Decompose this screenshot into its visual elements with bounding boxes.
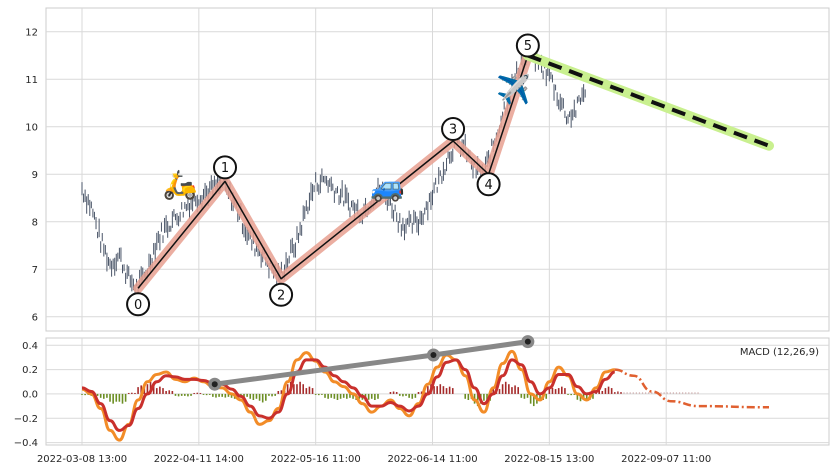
wave-point-3: 3 <box>441 117 466 141</box>
scooter-icon: 🛵 <box>163 168 198 201</box>
wave-line <box>137 55 529 289</box>
wave-label: 4 <box>484 178 492 193</box>
price-y-tick-label: 7 <box>32 265 38 276</box>
wave-label: 3 <box>449 123 457 138</box>
macd-y-tick-label: −0.2 <box>14 414 38 425</box>
wave-label: 0 <box>134 298 142 313</box>
wave-label: 5 <box>524 39 532 54</box>
x-tick-label: 2022-05-16 11:00 <box>271 454 361 465</box>
macd-y-tick-label: 0.2 <box>22 365 38 376</box>
price-y-tick-label: 11 <box>25 75 38 86</box>
divergence-point-center <box>211 381 218 388</box>
divergence-point-center <box>430 352 437 359</box>
wave-marker <box>126 292 151 317</box>
wave-marker <box>515 33 540 58</box>
wave-point-0: 0 <box>126 292 151 317</box>
wave-point-5: 5 <box>515 33 540 58</box>
price-y-tick-label: 9 <box>32 170 38 181</box>
x-tick-label: 2022-06-14 11:00 <box>387 454 477 465</box>
x-tick-label: 2022-08-15 13:00 <box>504 454 594 465</box>
macd-y-tick-label: 0.4 <box>22 341 38 352</box>
x-tick-label: 2022-03-08 13:00 <box>37 454 127 465</box>
macd-projection <box>614 368 770 409</box>
x-tick-label: 2022-04-11 14:00 <box>154 454 244 465</box>
price-y-tick-label: 6 <box>32 312 38 323</box>
wave-marker <box>441 117 466 141</box>
macd-y-tick-label: 0.0 <box>22 389 38 400</box>
airplane-icon: ✈️ <box>496 72 531 106</box>
macd-y-tick-label: −0.4 <box>14 438 38 449</box>
wave-point-1: 1 <box>213 155 238 180</box>
price-y-tick-label: 10 <box>25 122 38 133</box>
price-y-tick-label: 12 <box>25 27 38 38</box>
wave-marker <box>213 155 238 180</box>
wave-marker <box>269 282 294 307</box>
car-icon: 🚙 <box>370 170 405 203</box>
x-tick-label: 2022-09-07 11:00 <box>621 454 711 465</box>
wave-point-2: 2 <box>269 282 294 307</box>
divergence-point-center <box>524 338 531 345</box>
macd-legend-label: MACD (12,26,9) <box>740 347 819 358</box>
wave-label: 2 <box>277 288 285 303</box>
signal-line <box>81 358 616 432</box>
wave-marker <box>476 172 501 197</box>
wave-label: 1 <box>221 161 229 176</box>
price-y-tick-label: 8 <box>32 217 38 228</box>
wave-point-4: 4 <box>476 172 501 197</box>
price-panel <box>45 7 830 332</box>
projection-highlight <box>522 50 774 151</box>
